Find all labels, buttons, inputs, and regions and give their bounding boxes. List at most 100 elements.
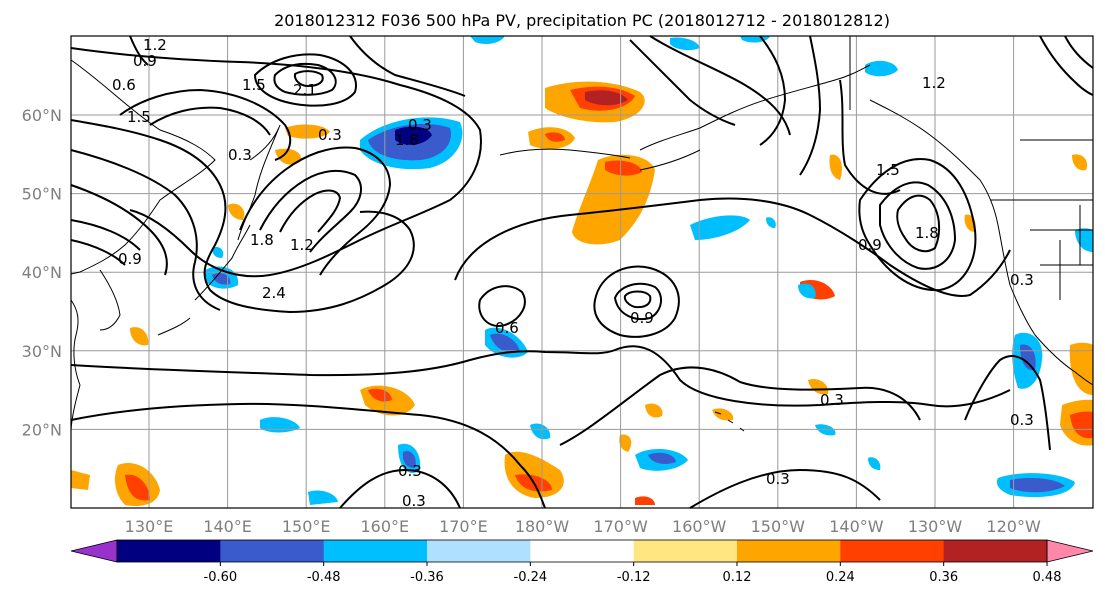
pv-contour: [119, 88, 292, 161]
contour-label: 1.5: [876, 161, 900, 179]
contour-label: 0.3: [1010, 271, 1034, 289]
colorbar-tick-label: 0.36: [929, 570, 958, 585]
pv-contour: [629, 39, 736, 126]
contour-labels: 1.2 0.9 0.6 1.5 2.1 0.3 0.3 1.5 1.8 2.4 …: [112, 36, 1034, 510]
contour-label: 0.3: [408, 116, 432, 134]
colorbar-segment: [633, 540, 738, 562]
colorbar-segment: [117, 540, 221, 562]
colorbar-outline: [116, 539, 1048, 563]
precip-blob: [285, 124, 330, 139]
gridlines: [71, 36, 1093, 508]
coastline-china: [70, 299, 81, 431]
contour-label: 2.1: [293, 81, 317, 99]
contour-label: 2.4: [262, 284, 286, 302]
pv-contour: [293, 70, 324, 88]
precip-blob: [490, 333, 520, 353]
colorbar-tick-label: -0.12: [617, 570, 651, 585]
contour-label: 0.3: [766, 470, 790, 488]
colorbar-segment: [323, 540, 428, 562]
pv-contour: [799, 35, 822, 176]
contour-label: 1.5: [127, 108, 151, 126]
plot-title: 2018012312 F036 500 hPa PV, precipitatio…: [274, 11, 890, 30]
colorbar-tick-label: -0.36: [410, 570, 444, 585]
pv-contour: [239, 146, 392, 276]
precip-blob: [530, 423, 551, 440]
pv-contour: [759, 35, 787, 146]
contour-label: 0.3: [402, 492, 426, 510]
precip-blob: [368, 388, 392, 402]
contour-label: 1.5: [242, 76, 266, 94]
pv-contour: [623, 290, 652, 309]
precip-blob: [808, 378, 829, 395]
contour-label: 1.2: [922, 74, 946, 92]
colorbar-tick-label: -0.60: [204, 570, 238, 585]
precip-blob: [308, 490, 338, 505]
longitude-tick-labels: 130°E 140°E 150°E 160°E 170°E 180°W 170°W 160°W…: [125, 517, 1041, 536]
colorbar-tick-label: 0.24: [826, 570, 855, 585]
longitude-tick-label: 180°W: [515, 517, 570, 536]
longitude-tick-label: 150°E: [282, 517, 331, 536]
colorbar-extend-max: [1046, 539, 1094, 563]
contour-label: 0.9: [630, 309, 654, 327]
pv-contour: [858, 158, 977, 292]
pv-contour: [149, 106, 271, 136]
map-frame: [70, 35, 1094, 509]
pv-contour: [593, 265, 680, 338]
colorbar: -0.60 -0.48 -0.36 -0.24 -0.12 0.12 0.24 0.36 0.4…: [70, 539, 1094, 585]
longitude-tick-label: 140°E: [203, 517, 252, 536]
coastline-asia: [70, 59, 216, 275]
longitude-tick-label: 160°E: [360, 517, 409, 536]
colorbar-segment: [530, 540, 635, 562]
coastline-north-america: [869, 99, 1094, 386]
precip-blob: [798, 283, 816, 299]
pv-contour: [649, 35, 791, 136]
latitude-tick-label: 20°N: [22, 420, 62, 439]
contour-label: 1.8: [250, 231, 274, 249]
precip-blob: [130, 327, 149, 346]
precip-blob: [670, 37, 700, 51]
precip-blob: [690, 215, 750, 240]
precip-blob: [865, 60, 898, 77]
contour-label: 0.9: [118, 250, 142, 268]
longitude-tick-label: 130°W: [908, 517, 963, 536]
latitude-tick-labels: 60°N 50°N 40°N 30°N 20°N: [22, 106, 62, 439]
contour-label: 0.3: [820, 391, 844, 409]
contour-label: 0.9: [858, 236, 882, 254]
latitude-tick-label: 50°N: [22, 185, 62, 204]
colorbar-tick-label: 0.48: [1033, 570, 1062, 585]
colorbar-segment: [943, 540, 1048, 562]
precip-blob: [868, 457, 881, 470]
coastline-hawaii: [714, 411, 745, 432]
precip-blob: [635, 496, 655, 505]
pv-contours: [70, 35, 1094, 509]
contour-label: 0.6: [112, 76, 136, 94]
pv-contour: [70, 149, 221, 311]
precip-blob: [648, 452, 676, 464]
precip-blob: [645, 403, 663, 418]
contour-label: 0.6: [495, 319, 519, 337]
pv-contour: [273, 62, 337, 96]
coastline-korea: [99, 269, 121, 331]
colorbar-segment: [220, 540, 325, 562]
longitude-tick-label: 170°E: [439, 517, 488, 536]
contour-label: 0.3: [1010, 411, 1034, 429]
pv-contour: [689, 468, 881, 509]
latitude-tick-label: 30°N: [22, 342, 62, 361]
colorbar-tick-label: -0.48: [307, 570, 341, 585]
precip-blob: [395, 126, 432, 145]
precip-blob: [766, 217, 776, 228]
pv-contour: [879, 181, 957, 270]
longitude-tick-label: 160°W: [672, 517, 727, 536]
longitude-tick-label: 150°W: [751, 517, 806, 536]
precip-blob: [619, 434, 632, 452]
contour-label: 0.3: [228, 146, 252, 164]
precip-blob: [1072, 154, 1088, 171]
pv-contour: [70, 219, 141, 251]
pv-contour: [279, 189, 342, 233]
border-canada-us: [849, 36, 1093, 300]
contour-label: 1.8: [915, 224, 939, 242]
pv-contour: [559, 366, 921, 446]
precip-blob: [275, 148, 301, 165]
pv-contour: [70, 239, 126, 266]
